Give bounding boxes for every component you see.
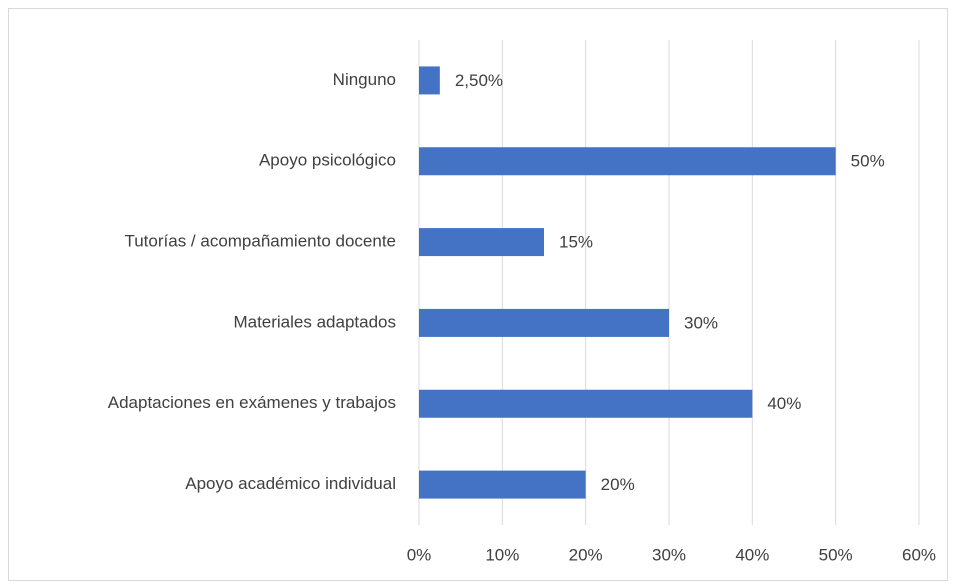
y-tick-label: Materiales adaptados xyxy=(233,312,396,331)
y-tick-label: Ninguno xyxy=(333,70,396,89)
bar xyxy=(419,470,586,499)
y-tick-label: Tutorías / acompañamiento docente xyxy=(124,232,396,251)
x-tick-label: 20% xyxy=(569,545,603,564)
x-tick-label: 60% xyxy=(902,545,936,564)
x-tick-label: 30% xyxy=(652,545,686,564)
bar xyxy=(419,66,440,95)
bar xyxy=(419,147,836,176)
value-label: 30% xyxy=(684,313,718,332)
value-label: 20% xyxy=(601,475,635,494)
x-tick-label: 10% xyxy=(485,545,519,564)
value-label: 15% xyxy=(559,233,593,252)
value-label: 2,50% xyxy=(455,71,503,90)
x-tick-label: 0% xyxy=(407,545,432,564)
x-tick-label: 40% xyxy=(735,545,769,564)
value-label: 40% xyxy=(767,394,801,413)
y-tick-label: Apoyo psicológico xyxy=(259,151,396,170)
x-tick-label: 50% xyxy=(819,545,853,564)
bar xyxy=(419,308,669,337)
bar xyxy=(419,389,753,418)
value-label: 50% xyxy=(851,152,885,171)
y-tick-label: Apoyo académico individual xyxy=(185,474,396,493)
y-tick-label: Adaptaciones en exámenes y trabajos xyxy=(108,393,396,412)
bar xyxy=(419,228,544,257)
